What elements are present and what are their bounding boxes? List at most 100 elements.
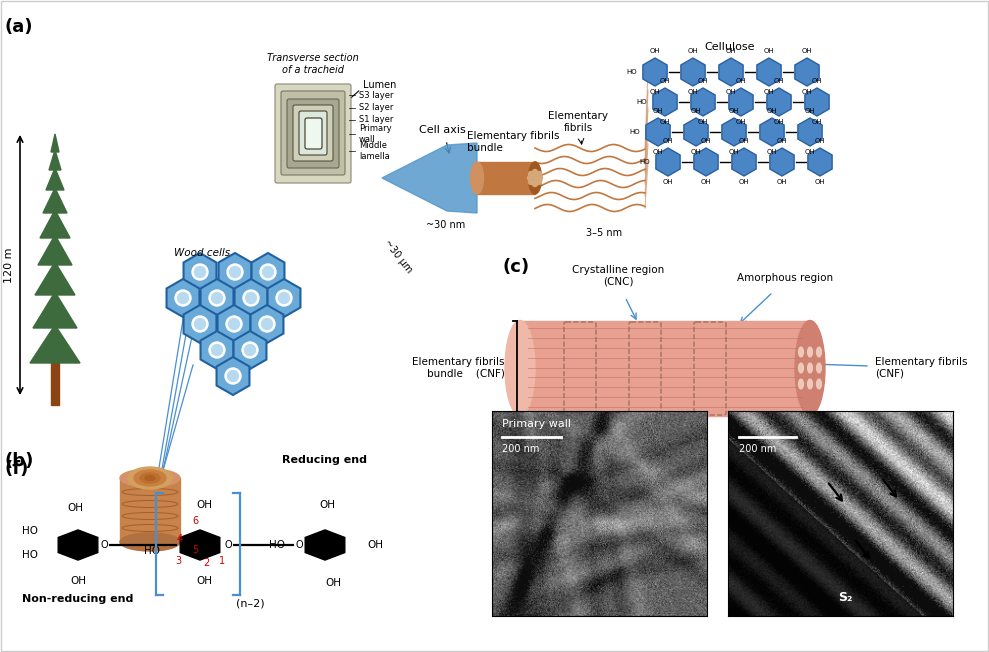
Ellipse shape xyxy=(128,467,172,489)
Ellipse shape xyxy=(262,267,274,278)
Text: (b): (b) xyxy=(5,452,35,470)
Text: OH: OH xyxy=(805,149,815,155)
Text: HO: HO xyxy=(22,550,38,560)
Ellipse shape xyxy=(276,290,292,306)
Text: OH: OH xyxy=(663,138,674,144)
Text: Middle
lamella: Middle lamella xyxy=(359,141,390,160)
Text: OH: OH xyxy=(729,108,740,114)
Text: OH: OH xyxy=(700,138,711,144)
Ellipse shape xyxy=(192,316,208,332)
Ellipse shape xyxy=(192,264,208,280)
Polygon shape xyxy=(766,88,791,116)
Text: OH: OH xyxy=(653,108,664,114)
Ellipse shape xyxy=(261,318,273,329)
Polygon shape xyxy=(653,88,677,116)
Text: OH: OH xyxy=(663,179,674,185)
Ellipse shape xyxy=(259,316,275,332)
Text: OH: OH xyxy=(764,89,774,95)
Ellipse shape xyxy=(797,346,804,358)
Text: Crystalline region
(CNC): Crystalline region (CNC) xyxy=(572,265,665,287)
Circle shape xyxy=(532,170,537,175)
Text: HO: HO xyxy=(269,540,285,550)
Text: S2 layer: S2 layer xyxy=(359,104,394,113)
Text: HO: HO xyxy=(626,69,637,75)
Text: Wood cells: Wood cells xyxy=(174,248,230,258)
Text: OH: OH xyxy=(773,119,784,125)
Text: 5: 5 xyxy=(192,545,198,555)
Polygon shape xyxy=(795,58,819,86)
Text: 6: 6 xyxy=(192,516,198,526)
Ellipse shape xyxy=(227,370,238,381)
Ellipse shape xyxy=(243,290,259,306)
Text: Cellulose: Cellulose xyxy=(705,42,756,52)
Text: ~30 nm: ~30 nm xyxy=(426,220,466,230)
Text: (a): (a) xyxy=(5,18,34,36)
Polygon shape xyxy=(219,253,251,291)
Circle shape xyxy=(536,179,542,185)
Text: 4: 4 xyxy=(177,534,183,544)
Text: (d): (d) xyxy=(492,447,521,465)
Ellipse shape xyxy=(212,293,223,303)
Polygon shape xyxy=(184,253,217,291)
Ellipse shape xyxy=(212,344,223,355)
Circle shape xyxy=(532,181,537,186)
Polygon shape xyxy=(33,292,77,328)
Bar xyxy=(520,321,810,416)
Polygon shape xyxy=(40,210,70,238)
Text: OH: OH xyxy=(690,108,701,114)
Bar xyxy=(477,162,535,194)
Text: OH: OH xyxy=(766,108,777,114)
Text: HO: HO xyxy=(144,546,160,556)
Ellipse shape xyxy=(505,321,535,415)
Polygon shape xyxy=(201,279,233,317)
Ellipse shape xyxy=(175,290,191,306)
Polygon shape xyxy=(58,530,98,560)
Polygon shape xyxy=(769,148,794,176)
Text: Cell axis: Cell axis xyxy=(418,125,466,135)
Text: OH: OH xyxy=(726,48,737,54)
Circle shape xyxy=(536,171,542,177)
Polygon shape xyxy=(719,58,743,86)
Text: OH: OH xyxy=(729,149,740,155)
Ellipse shape xyxy=(806,362,814,374)
Ellipse shape xyxy=(227,264,243,280)
Bar xyxy=(51,360,59,405)
Text: Elementary
fibrils: Elementary fibrils xyxy=(548,111,608,133)
Text: Elementary fibrils
bundle: Elementary fibrils bundle xyxy=(467,132,560,153)
Polygon shape xyxy=(201,331,233,369)
Ellipse shape xyxy=(209,342,225,358)
Polygon shape xyxy=(43,188,67,213)
Text: OH: OH xyxy=(736,119,747,125)
Ellipse shape xyxy=(806,378,814,390)
Text: 2: 2 xyxy=(203,558,209,568)
Polygon shape xyxy=(656,148,680,176)
Text: 3: 3 xyxy=(175,556,181,566)
Polygon shape xyxy=(233,331,266,369)
Text: (f): (f) xyxy=(5,460,30,478)
Ellipse shape xyxy=(209,290,225,306)
Ellipse shape xyxy=(242,342,258,358)
Text: Primary wall: Primary wall xyxy=(502,419,572,429)
Polygon shape xyxy=(382,143,477,213)
Polygon shape xyxy=(234,279,267,317)
Ellipse shape xyxy=(226,316,242,332)
Text: OH: OH xyxy=(776,138,787,144)
Text: Reducing end: Reducing end xyxy=(283,455,368,465)
Text: OH: OH xyxy=(700,179,711,185)
Text: OH: OH xyxy=(739,138,750,144)
Text: OH: OH xyxy=(367,540,383,550)
Circle shape xyxy=(99,540,109,550)
Text: HO: HO xyxy=(22,526,38,536)
Text: OH: OH xyxy=(690,149,701,155)
Ellipse shape xyxy=(134,470,166,486)
Ellipse shape xyxy=(120,469,180,487)
Polygon shape xyxy=(46,168,64,190)
Circle shape xyxy=(532,175,537,181)
Ellipse shape xyxy=(816,346,823,358)
FancyBboxPatch shape xyxy=(281,91,345,175)
Text: 200 nm: 200 nm xyxy=(502,443,540,454)
Text: OH: OH xyxy=(766,149,777,155)
FancyBboxPatch shape xyxy=(293,105,333,161)
Polygon shape xyxy=(643,58,668,86)
Circle shape xyxy=(528,171,533,177)
